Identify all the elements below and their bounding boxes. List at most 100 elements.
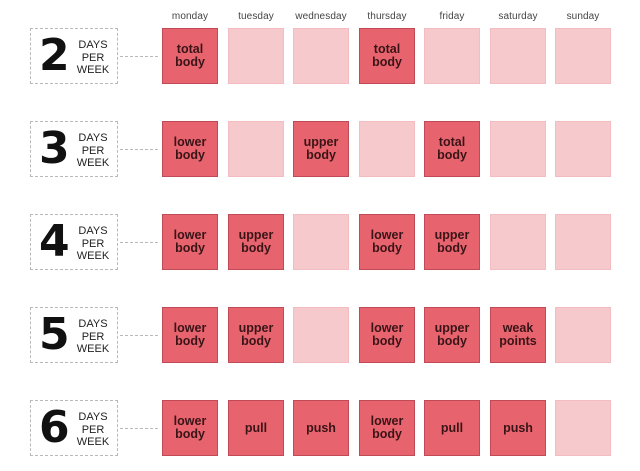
workout-label: total body [437,135,467,162]
days-count-number: 2 [39,30,70,81]
rest-cell-wednesday [293,307,349,363]
days-per-week-line3: WEEK [76,64,110,76]
workout-cell-wednesday: upper body [293,121,349,177]
workout-cell-tuesday: pull [228,400,284,456]
days-per-week-text: DAYS PER WEEK [73,132,113,170]
workout-cell-thursday: lower body [359,214,415,270]
days-count-number: 6 [39,402,70,453]
rest-cell-sunday [555,307,611,363]
days-per-week-line3: WEEK [76,250,110,262]
workout-cell-friday: pull [424,400,480,456]
days-per-week-line2: PER [81,330,105,343]
days-per-week-line1: DAYS [78,132,108,144]
days-per-week-line2: PER [81,144,105,157]
workout-cell-monday: total body [162,28,218,84]
workout-label: lower body [173,321,207,348]
workout-cell-saturday: push [490,400,546,456]
dashed-connector [120,149,158,150]
days-per-week-line2: PER [81,237,105,250]
workout-label: lower body [173,414,207,441]
days-per-week-line2: PER [81,423,105,436]
days-count-number: 4 [39,216,70,267]
rest-cell-tuesday [228,121,284,177]
dashed-connector [120,335,158,336]
plan-row-6-days: 6 DAYS PER WEEK lower body pull push lower body… [0,400,640,460]
rest-cell-saturday [490,121,546,177]
workout-label: upper body [434,228,470,255]
rest-cell-wednesday [293,214,349,270]
workout-label: lower body [173,228,207,255]
day-header-monday: monday [171,11,209,22]
days-count-number: 3 [39,123,70,174]
day-header-thursday: thursday [367,11,407,22]
rest-cell-saturday [490,214,546,270]
days-per-week-label: 2 DAYS PER WEEK [30,28,118,84]
rest-cell-sunday [555,121,611,177]
days-per-week-label: 3 DAYS PER WEEK [30,121,118,177]
workout-label: pull [244,420,268,435]
workout-label: total body [175,42,205,69]
workout-cell-monday: lower body [162,307,218,363]
workout-cell-monday: lower body [162,121,218,177]
workout-label: lower body [370,321,404,348]
rest-cell-friday [424,28,480,84]
workout-label: total body [372,42,402,69]
workout-label: weak points [499,321,537,348]
workout-cell-tuesday: upper body [228,307,284,363]
days-per-week-text: DAYS PER WEEK [73,411,113,449]
workout-cell-thursday: total body [359,28,415,84]
plan-row-5-days: 5 DAYS PER WEEK lower body upper body lower bo… [0,307,640,367]
days-per-week-line1: DAYS [78,225,108,237]
days-per-week-line3: WEEK [76,436,110,448]
workout-label: upper body [238,321,274,348]
plan-row-2-days: 2 DAYS PER WEEK total body total body [0,28,640,88]
rest-cell-saturday [490,28,546,84]
days-per-week-label: 6 DAYS PER WEEK [30,400,118,456]
workout-label: upper body [238,228,274,255]
days-per-week-text: DAYS PER WEEK [73,318,113,356]
workout-label: upper body [434,321,470,348]
day-header-wednesday: wednesday [295,11,347,22]
rest-cell-sunday [555,400,611,456]
workout-cell-thursday: lower body [359,400,415,456]
rest-cell-sunday [555,28,611,84]
workout-label: push [503,420,533,435]
rest-cell-tuesday [228,28,284,84]
workout-cell-saturday: weak points [490,307,546,363]
days-per-week-line1: DAYS [78,39,108,51]
workout-cell-monday: lower body [162,214,218,270]
days-count-number: 5 [39,309,70,360]
workout-cell-thursday: lower body [359,307,415,363]
workout-label: upper body [303,135,339,162]
days-per-week-line3: WEEK [76,343,110,355]
rest-cell-sunday [555,214,611,270]
days-per-week-line1: DAYS [78,318,108,330]
days-per-week-text: DAYS PER WEEK [73,39,113,77]
days-per-week-label: 4 DAYS PER WEEK [30,214,118,270]
workout-label: lower body [370,414,404,441]
workout-cell-friday: upper body [424,307,480,363]
workout-label: push [306,420,336,435]
days-per-week-text: DAYS PER WEEK [73,225,113,263]
dashed-connector [120,428,158,429]
plan-row-3-days: 3 DAYS PER WEEK lower body upper body total bo… [0,121,640,181]
day-header-sunday: sunday [566,11,600,22]
workout-label: pull [440,420,464,435]
day-header-saturday: saturday [498,11,538,22]
days-per-week-label: 5 DAYS PER WEEK [30,307,118,363]
workout-cell-friday: total body [424,121,480,177]
dashed-connector [120,56,158,57]
days-per-week-line1: DAYS [78,411,108,423]
dashed-connector [120,242,158,243]
workout-cell-wednesday: push [293,400,349,456]
workout-cell-tuesday: upper body [228,214,284,270]
workout-cell-monday: lower body [162,400,218,456]
workout-label: lower body [370,228,404,255]
days-per-week-line2: PER [81,51,105,64]
rest-cell-thursday [359,121,415,177]
plan-row-4-days: 4 DAYS PER WEEK lower body upper body lower bo… [0,214,640,274]
rest-cell-wednesday [293,28,349,84]
workout-cell-friday: upper body [424,214,480,270]
days-per-week-line3: WEEK [76,157,110,169]
day-header-friday: friday [439,11,465,22]
